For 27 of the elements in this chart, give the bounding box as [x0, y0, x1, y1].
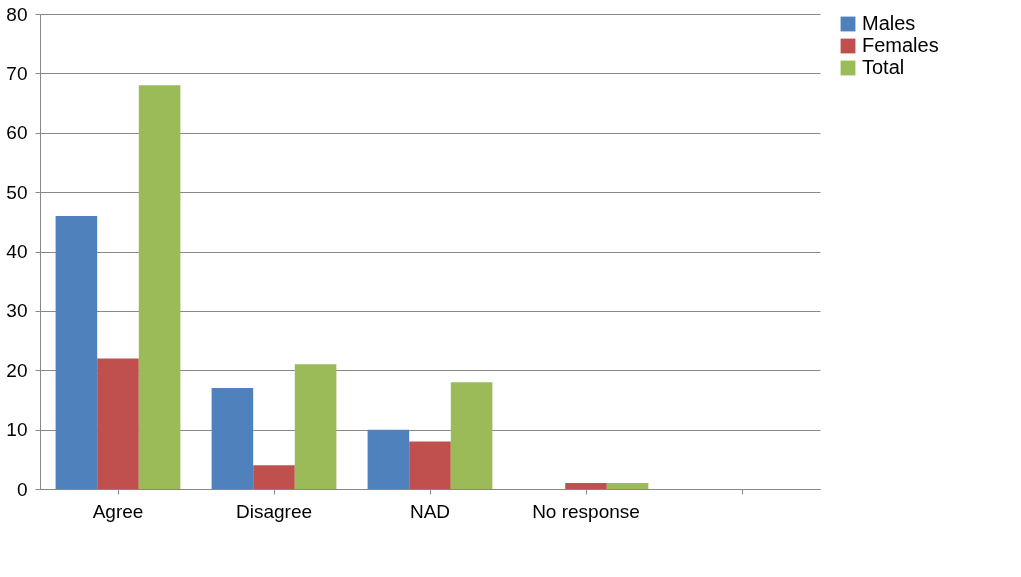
bar [565, 483, 607, 489]
bar [97, 358, 139, 489]
y-tick-label: 80 [6, 3, 28, 25]
x-tick-label: No response [532, 500, 640, 522]
bar [294, 364, 337, 489]
legend-label: Males [862, 12, 916, 34]
y-tick-label: 40 [6, 241, 28, 262]
bar [138, 85, 181, 489]
x-tick-label: NAD [409, 500, 451, 522]
bar [211, 388, 254, 489]
bar [409, 441, 451, 489]
x-tick-label: Agree [92, 500, 144, 522]
legend-label: Total [862, 56, 905, 78]
bar [55, 215, 98, 489]
y-tick-label: 50 [6, 181, 28, 203]
bar [367, 429, 410, 489]
y-tick-label: 0 [16, 478, 28, 500]
y-tick-label: 60 [6, 122, 28, 144]
bar [253, 465, 295, 489]
bar [606, 483, 649, 489]
x-tick-label: Disagree [235, 500, 313, 522]
y-tick-label: 20 [6, 359, 28, 381]
bar [450, 382, 493, 489]
legend-label: Females [862, 34, 939, 56]
y-tick-label: 30 [6, 300, 28, 322]
y-tick-label: 10 [6, 419, 28, 441]
y-tick-label: 70 [6, 62, 28, 84]
